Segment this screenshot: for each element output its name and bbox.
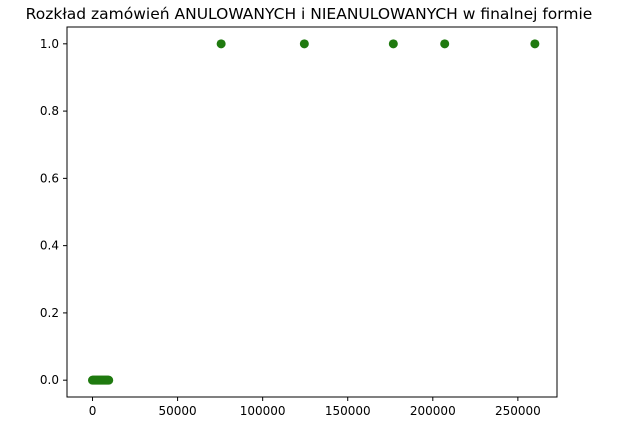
chart-title: Rozkład zamówień ANULOWANYCH i NIEANULOW… <box>26 5 593 23</box>
data-point <box>440 39 450 49</box>
y-tick-label: 0.0 <box>40 373 59 387</box>
y-tick-label: 0.4 <box>40 239 59 253</box>
data-point <box>216 39 226 49</box>
x-tick-label: 250000 <box>495 404 541 418</box>
y-tick-label: 0.8 <box>40 104 59 118</box>
data-points <box>88 39 540 385</box>
data-point <box>299 39 309 49</box>
x-tick-label: 150000 <box>325 404 371 418</box>
data-point <box>530 39 540 49</box>
x-tick-label: 100000 <box>240 404 286 418</box>
data-point <box>104 375 114 385</box>
y-tick-label: 1.0 <box>40 37 59 51</box>
plot-frame <box>66 26 558 398</box>
x-tick-label: 200000 <box>410 404 456 418</box>
x-tick-label: 0 <box>89 404 97 418</box>
data-point <box>388 39 398 49</box>
y-axis: 0.0 0.2 0.4 0.6 0.8 1.0 <box>40 37 67 387</box>
y-tick-label: 0.2 <box>40 306 59 320</box>
y-tick-label: 0.6 <box>40 171 59 185</box>
x-axis: 0 50000 100000 150000 200000 250000 <box>89 397 541 418</box>
x-tick-label: 50000 <box>158 404 196 418</box>
